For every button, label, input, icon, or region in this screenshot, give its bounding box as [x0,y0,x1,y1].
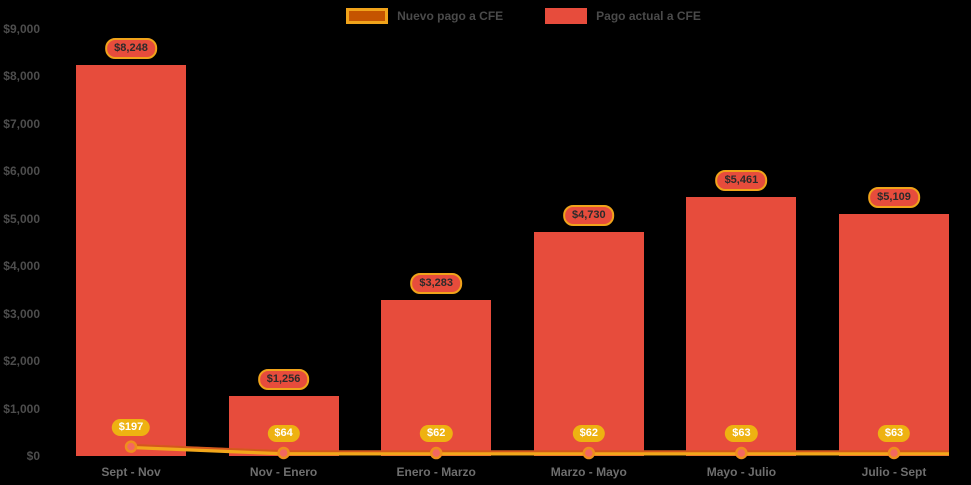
y-axis-tick-label: $6,000 [3,164,40,179]
line-value-label: $63 [725,425,758,442]
bar[interactable] [533,231,644,456]
y-axis-tick-label: $9,000 [3,22,40,36]
x-axis-category-label: Julio - Sept [861,465,927,479]
y-axis-tick-label: $4,000 [3,259,40,274]
y-axis-tick-label: $2,000 [3,354,40,369]
y-axis-tick-label: $7,000 [3,116,40,131]
y-axis-tick-label: $3,000 [3,306,40,321]
y-axis-tick-label: $8,000 [3,69,40,84]
x-axis-category-label: Nov - Enero [249,465,318,479]
legend-item-nuevo-pago[interactable]: Nuevo pago a CFE [346,8,503,24]
line-point-marker[interactable] [277,446,290,460]
bar-value-label: $5,461 [715,169,768,191]
line-point-marker[interactable] [735,446,748,460]
line-value-label: $64 [267,424,300,442]
legend: Nuevo pago a CFE Pago actual a CFE [38,8,971,24]
legend-swatch-bar-icon [545,8,588,24]
line-value-label: $197 [111,418,151,436]
y-axis-tick-label: $1,000 [3,401,40,416]
line-value-label: $63 [877,425,911,442]
line-point-marker[interactable] [124,440,138,453]
bar[interactable] [686,196,797,456]
x-axis-category-label: Sept - Nov [101,465,161,479]
bar-value-label: $4,730 [562,204,615,226]
x-axis-category-label: Marzo - Mayo [550,465,627,479]
bar[interactable] [76,64,186,456]
bar-value-label: $3,283 [410,273,463,295]
y-axis-tick-label: $5,000 [3,211,40,226]
legend-swatch-line-icon [346,8,389,24]
legend-item-pago-actual[interactable]: Pago actual a CFE [545,8,701,24]
line-value-label: $62 [420,425,453,443]
line-value-label: $62 [572,425,605,443]
y-axis-tick-label: $0 [26,449,40,463]
payment-line-top-edge [130,443,949,453]
legend-label-pago-actual: Pago actual a CFE [596,9,701,23]
bar-value-label: $8,248 [105,37,157,59]
line-point-marker[interactable] [429,446,443,460]
line-point-marker[interactable] [582,446,596,460]
bar-value-label: $5,109 [868,186,920,208]
x-axis-category-label: Enero - Marzo [396,465,476,479]
x-axis-category-label: Mayo - Julio [706,465,777,479]
bar-value-label: $1,256 [257,369,310,391]
legend-label-nuevo-pago: Nuevo pago a CFE [397,9,504,23]
line-point-marker[interactable] [887,446,901,460]
bar[interactable] [839,213,949,456]
